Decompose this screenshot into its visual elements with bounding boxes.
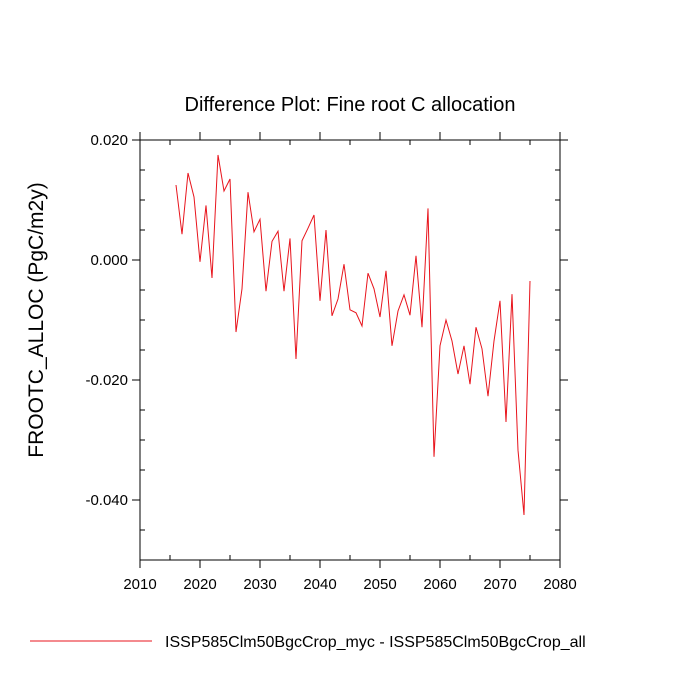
y-axis-label-group: FROOTC_ALLOC (PgC/m2y)	[25, 182, 48, 457]
x-tick-label: 2050	[363, 576, 396, 593]
series-lines	[175, 154, 531, 516]
plot-frame	[139, 139, 561, 561]
x-tick-label: 2060	[423, 576, 456, 593]
x-tick-label: 2020	[183, 576, 216, 593]
x-tick-label: 2010	[123, 576, 156, 593]
chart-title: Difference Plot: Fine root C allocation	[185, 94, 516, 116]
tick-labels: 2010 2020 2030 2040 2050 2060 2070 2080 0.020 0.0…	[85, 132, 576, 593]
legend: ISSP585Clm50BgcCrop_myc - ISSP585Clm50Bg…	[30, 634, 586, 651]
y-tick-label: 0.020	[90, 132, 128, 149]
x-tick-label: 2080	[543, 576, 576, 593]
y-tick-label: -0.040	[85, 492, 128, 509]
series-line	[175, 154, 531, 516]
y-tick-label: 0.000	[90, 252, 128, 269]
y-tick-label: -0.020	[85, 372, 128, 389]
x-tick-label: 2070	[483, 576, 516, 593]
x-tick-label: 2030	[243, 576, 276, 593]
y-axis-label: FROOTC_ALLOC (PgC/m2y)	[25, 182, 48, 457]
x-tick-label: 2040	[303, 576, 336, 593]
legend-label: ISSP585Clm50BgcCrop_myc - ISSP585Clm50Bg…	[165, 634, 586, 651]
